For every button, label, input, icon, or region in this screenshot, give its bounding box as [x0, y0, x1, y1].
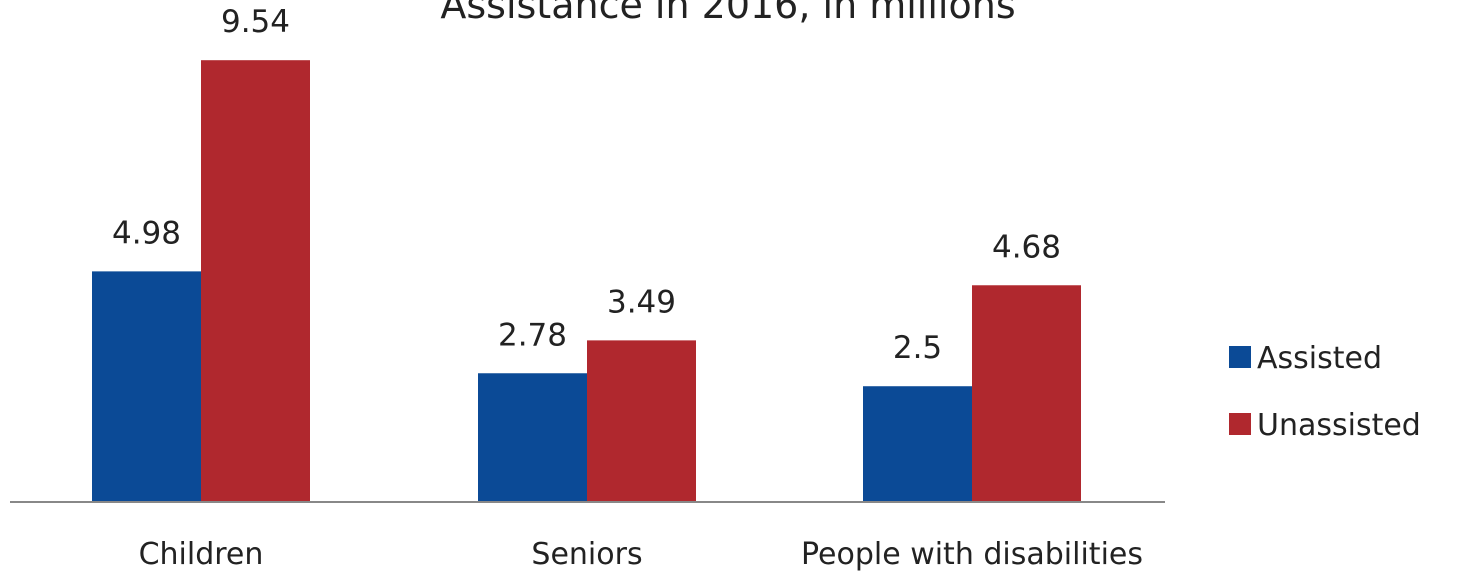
chart-title: Assistance in 2016, in millions	[440, 0, 1015, 27]
legend-swatch-assisted	[1229, 346, 1251, 368]
legend-swatch-unassisted	[1229, 413, 1251, 435]
bar-unassisted-children	[201, 60, 310, 503]
value-label-unassisted-people-with-disabilities: 4.68	[992, 229, 1061, 265]
value-label-unassisted-children: 9.54	[221, 4, 290, 40]
category-labels-layer: Children Seniors People with disabilities	[139, 537, 1143, 572]
bars-layer	[92, 60, 1081, 503]
bar-assisted-people-with-disabilities	[863, 386, 972, 502]
legend: Assisted Unassisted	[1229, 341, 1421, 443]
value-label-unassisted-seniors: 3.49	[607, 284, 676, 320]
category-label-children: Children	[139, 537, 264, 572]
value-label-assisted-children: 4.98	[112, 215, 181, 251]
bar-assisted-children	[92, 271, 201, 502]
value-label-assisted-people-with-disabilities: 2.5	[893, 330, 942, 366]
bar-unassisted-people-with-disabilities	[972, 285, 1081, 502]
legend-label-assisted: Assisted	[1257, 341, 1382, 376]
value-labels-layer: 4.98 9.54 2.78 3.49 2.5 4.68	[112, 4, 1061, 366]
category-label-people-with-disabilities: People with disabilities	[801, 537, 1143, 572]
bar-assisted-seniors	[478, 373, 587, 502]
legend-label-unassisted: Unassisted	[1257, 408, 1421, 443]
value-label-assisted-seniors: 2.78	[498, 317, 567, 353]
bar-unassisted-seniors	[587, 340, 696, 502]
category-label-seniors: Seniors	[531, 537, 642, 572]
